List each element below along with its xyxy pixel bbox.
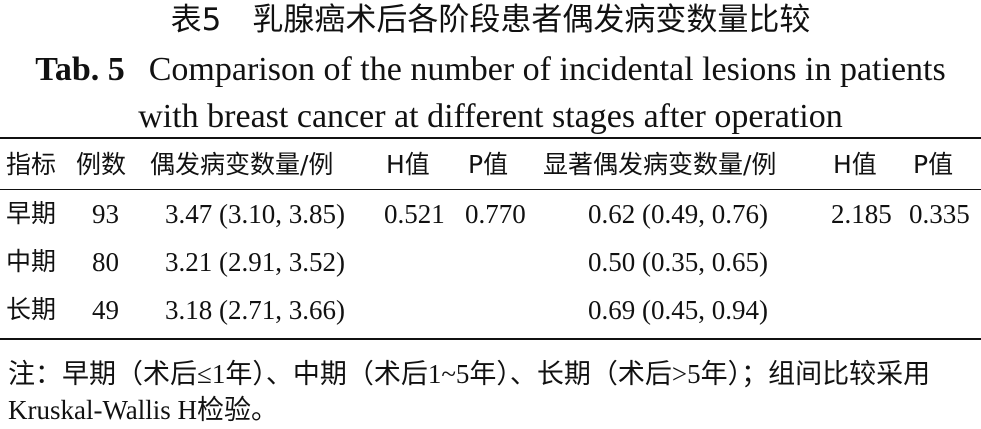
data-cell: 0.62 (0.49, 0.76): [588, 199, 768, 229]
data-cell: 0.50 (0.35, 0.65): [588, 247, 768, 277]
title-cn: 表5 乳腺癌术后各阶段患者偶发病变数量比较: [170, 2, 811, 38]
top-rule: [0, 137, 981, 139]
data-cell: 49: [92, 295, 119, 325]
header-cell: H值: [386, 150, 430, 179]
data-cell: 3.18 (2.71, 3.66): [165, 295, 345, 325]
title-en: Tab. 5 Comparison of the number of incide…: [20, 46, 961, 140]
header-cell: 指标: [6, 150, 57, 179]
data-cell: 0.69 (0.45, 0.94): [588, 295, 768, 325]
header-cell: 例数: [76, 150, 127, 179]
header-rule: [0, 189, 981, 190]
data-cell: 0.770: [465, 199, 526, 229]
row-label: 长期: [6, 295, 57, 324]
row-label: 中期: [6, 247, 57, 276]
header-cell: 显著偶发病变数量/例: [543, 150, 777, 179]
data-cell: 0.521: [384, 199, 445, 229]
data-cell: 93: [92, 199, 119, 229]
data-cell: 0.335: [909, 199, 970, 229]
data-cell: 3.47 (3.10, 3.85): [165, 199, 345, 229]
data-cell: 3.21 (2.91, 3.52): [165, 247, 345, 277]
row-label: 早期: [6, 199, 57, 228]
header-cell: 偶发病变数量/例: [150, 150, 334, 179]
title-en-text: Comparison of the number of incidental l…: [138, 51, 946, 135]
data-cell: 2.185: [831, 199, 892, 229]
bottom-rule: [0, 338, 981, 340]
header-cell: P值: [913, 150, 954, 179]
note: 注：早期（术后≤1年）、中期（术后1~5年）、长期（术后>5年）；组间比较采用K…: [8, 359, 931, 425]
data-cell: 80: [92, 247, 119, 277]
table-label: Tab. 5: [35, 51, 125, 88]
header-cell: P值: [468, 150, 509, 179]
header-cell: H值: [833, 150, 877, 179]
